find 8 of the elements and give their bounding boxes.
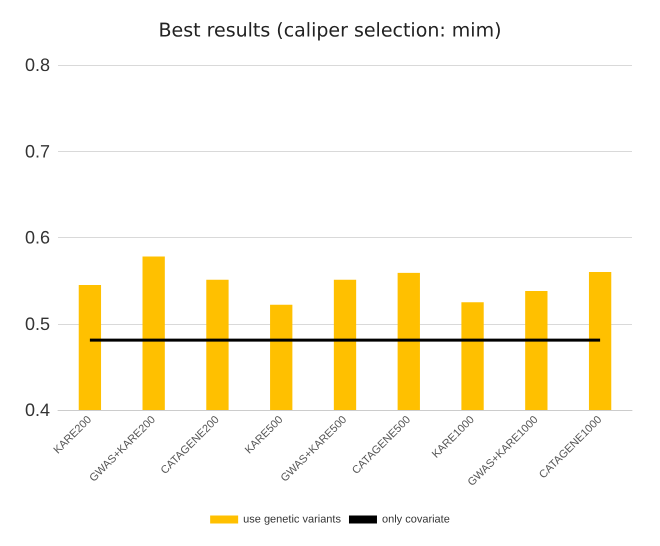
y-tick-label: 0.8 [24,55,50,75]
y-tick-label: 0.7 [24,141,50,162]
y-tick-label: 0.5 [24,314,50,334]
chart-title: Best results (caliper selection: mim) [158,20,502,42]
legend-label: only covariate [382,514,450,526]
y-tick-label: 0.4 [24,400,50,420]
y-tick-label: 0.6 [24,228,50,248]
legend-label: use genetic variants [243,514,342,526]
